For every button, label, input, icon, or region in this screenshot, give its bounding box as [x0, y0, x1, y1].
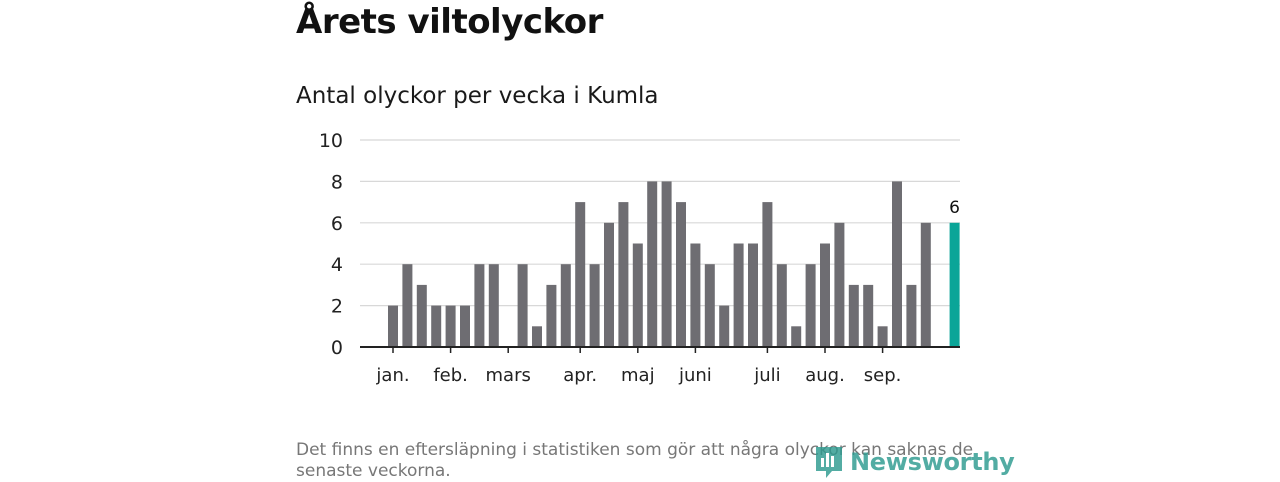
x-tick-label: feb.: [433, 365, 468, 386]
y-tick-label: 6: [331, 213, 343, 235]
data-label: 6: [949, 198, 960, 218]
bar: [877, 326, 888, 347]
bar: [416, 284, 427, 347]
bar: [733, 243, 744, 347]
bar: [704, 264, 715, 347]
bar: [920, 222, 931, 347]
bar: [848, 284, 859, 347]
bar-chart: 0 2 4 6 8 10 jan. feb. mars apr. maj juni juli aug. s…: [319, 130, 960, 386]
newsworthy-logo-icon: [816, 447, 842, 478]
bar: [488, 264, 499, 347]
bar: [560, 264, 571, 347]
brand-name: Newsworthy: [850, 448, 1015, 476]
bar: [834, 222, 845, 347]
bar-highlight: [949, 222, 960, 347]
bars: [388, 181, 960, 347]
x-tick-label: mars: [486, 365, 531, 386]
bar: [632, 243, 643, 347]
bar: [445, 305, 456, 347]
bar: [762, 202, 773, 347]
bar: [431, 305, 442, 347]
bar: [474, 264, 485, 347]
y-tick-label: 10: [319, 130, 343, 152]
x-tick-label: aug.: [805, 365, 845, 386]
bar: [906, 284, 917, 347]
gridlines: [360, 139, 960, 307]
chart-title: Antal olyckor per vecka i Kumla: [296, 83, 659, 109]
y-tick-label: 2: [331, 296, 343, 318]
x-tick-label: sep.: [864, 365, 902, 386]
bar: [892, 181, 902, 347]
bar: [863, 284, 874, 347]
x-tick-label: apr.: [563, 365, 597, 386]
bar: [575, 202, 586, 347]
footnote: Det finns en eftersläpning i statistiken…: [296, 440, 974, 481]
x-tick-label: juni: [678, 365, 712, 386]
y-tick-label: 4: [331, 254, 343, 276]
bar: [719, 305, 730, 347]
x-axis-ticks: jan. feb. mars apr. maj juni juli aug. sep.: [375, 347, 901, 386]
bar: [676, 202, 686, 347]
brand-logo: Newsworthy: [814, 445, 1015, 479]
bar: [820, 243, 830, 347]
x-tick-label: juli: [753, 365, 780, 386]
bar: [546, 284, 557, 347]
bar: [460, 305, 470, 347]
x-tick-label: jan.: [375, 365, 409, 386]
bar: [532, 326, 542, 347]
x-tick-label: maj: [621, 365, 655, 386]
data-labels: 6: [949, 198, 960, 218]
bar: [805, 264, 816, 347]
bar: [690, 243, 701, 347]
y-tick-label: 0: [331, 337, 343, 359]
bar: [661, 181, 672, 347]
bar: [402, 264, 413, 347]
bar: [589, 264, 600, 347]
page-title: Årets viltolyckor: [296, 2, 603, 42]
bar: [647, 181, 658, 347]
y-axis-ticks: 0 2 4 6 8 10: [319, 130, 343, 359]
bar: [618, 202, 629, 347]
bar: [791, 326, 802, 347]
bar: [748, 243, 758, 347]
bar: [517, 264, 528, 347]
bar: [604, 222, 614, 347]
y-tick-label: 8: [331, 171, 343, 193]
bar: [388, 305, 398, 347]
bar: [776, 264, 787, 347]
